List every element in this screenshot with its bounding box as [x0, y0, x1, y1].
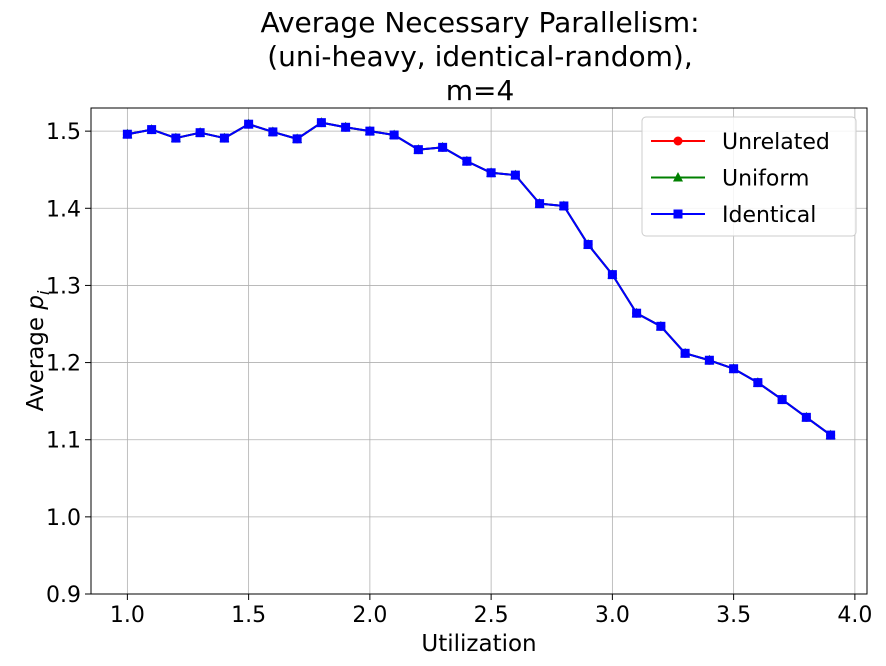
- data-point: [413, 145, 423, 155]
- y-axis-label-subscript: i: [34, 290, 53, 295]
- data-point: [583, 240, 593, 250]
- data-point: [244, 119, 254, 129]
- x-tick-label: 1.5: [231, 603, 266, 628]
- plot-frame: [90, 107, 868, 595]
- data-point: [195, 128, 205, 138]
- y-tick-label: 1.0: [46, 506, 81, 531]
- y-tick-label: 1.2: [46, 352, 81, 377]
- data-point: [535, 199, 545, 209]
- data-point: [777, 395, 787, 405]
- data-point: [438, 142, 448, 152]
- data-series: [122, 117, 836, 440]
- data-point: [656, 321, 666, 331]
- legend: Unrelated Uniform Identical: [641, 116, 857, 237]
- x-tick-label: 1.0: [110, 603, 145, 628]
- legend-entry-uniform: Uniform: [651, 167, 809, 192]
- legend-entry-identical: Identical: [651, 203, 816, 228]
- x-tick-label: 3.5: [716, 603, 751, 628]
- data-point: [462, 156, 472, 166]
- y-tick-label: 1.4: [46, 197, 81, 222]
- data-point: [219, 133, 229, 143]
- chart-title: Average Necessary Parallelism: (uni-heav…: [260, 6, 699, 107]
- y-axis-label-math: p: [23, 295, 49, 311]
- data-point: [292, 134, 302, 144]
- y-tick-label: 0.9: [46, 583, 81, 608]
- axis-ticks: 1.0 1.5 2.0 2.5 3.0 3.5 4.0 0.9 1.0 1.1 1.2 1.3 1.4 1…: [46, 120, 872, 628]
- chart-title-line-1: Average Necessary Parallelism:: [260, 6, 699, 39]
- data-point: [122, 129, 132, 139]
- x-tick-label: 2.5: [474, 603, 509, 628]
- data-point: [268, 127, 278, 137]
- legend-box: [641, 116, 857, 237]
- data-point: [486, 168, 496, 178]
- data-point: [147, 125, 157, 135]
- chart-title-line-3: m=4: [446, 74, 515, 107]
- data-point: [826, 430, 836, 440]
- legend-label: Identical: [722, 203, 816, 228]
- data-point: [389, 130, 399, 140]
- x-tick-label: 2.0: [352, 603, 387, 628]
- legend-label: Unrelated: [722, 130, 830, 155]
- data-point: [801, 412, 811, 422]
- y-axis-label: Average pi: [23, 290, 53, 411]
- x-tick-label: 4.0: [837, 603, 872, 628]
- data-point: [753, 378, 763, 388]
- data-point: [704, 355, 714, 365]
- y-tick-label: 1.5: [46, 120, 81, 145]
- data-point: [680, 348, 690, 358]
- data-point: [607, 270, 617, 280]
- legend-label: Uniform: [722, 167, 809, 192]
- x-axis-label: Utilization: [421, 631, 536, 657]
- legend-marker: [673, 172, 683, 182]
- y-tick-label: 1.3: [46, 274, 81, 299]
- y-axis-label-text: Average: [23, 317, 49, 411]
- chart-title-line-2: (uni-heavy, identical-random),: [267, 40, 693, 73]
- data-point: [171, 133, 181, 143]
- legend-marker: [673, 209, 683, 219]
- legend-entry-unrelated: Unrelated: [651, 130, 830, 155]
- data-point: [729, 364, 739, 374]
- x-tick-label: 3.0: [595, 603, 630, 628]
- data-point: [559, 201, 569, 211]
- data-point: [365, 126, 375, 136]
- data-point: [510, 170, 520, 180]
- y-tick-label: 1.1: [46, 429, 81, 454]
- data-point: [632, 308, 642, 318]
- legend-marker: [673, 136, 683, 146]
- data-point: [316, 118, 326, 128]
- series-identical: [122, 118, 836, 440]
- data-point: [341, 122, 351, 132]
